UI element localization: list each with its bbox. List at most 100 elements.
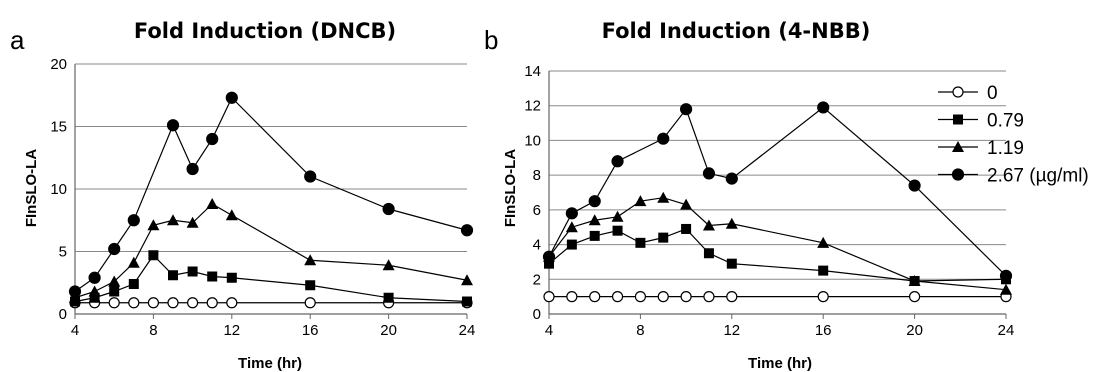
data-point (147, 219, 160, 231)
x-axis-label-dncb: Time (hr) (238, 355, 302, 372)
data-point (186, 216, 199, 228)
data-point (702, 219, 715, 231)
axes-4nbb (548, 71, 1006, 315)
y-tick-label: 10 (50, 181, 67, 198)
legend-marker (952, 86, 964, 98)
data-point (635, 237, 646, 248)
data-point (166, 119, 180, 132)
data-point (725, 217, 738, 229)
data-point (658, 232, 669, 243)
y-tick-label: 10 (524, 132, 541, 149)
data-point (680, 198, 693, 210)
y-tick-label: 4 (533, 237, 541, 254)
x-tick-label: 24 (998, 322, 1015, 339)
y-tick-label: 15 (50, 119, 67, 136)
data-point (207, 271, 218, 282)
data-point (703, 291, 715, 303)
x-tick-label: 8 (636, 322, 644, 339)
data-point (589, 291, 601, 303)
data-point (634, 291, 647, 303)
data-point (127, 214, 140, 227)
data-point (726, 291, 738, 303)
data-point (108, 275, 121, 287)
y-ticks-4nbb: 0 2 4 6 8 10 12 14 (524, 63, 541, 323)
legend-entry: 0.79 (938, 111, 1024, 132)
data-point (108, 242, 121, 256)
series-circle (542, 101, 1013, 282)
data-point (305, 280, 316, 291)
x-tick-label: 16 (815, 322, 832, 339)
data-point (565, 207, 578, 220)
gridlines-dncb (75, 63, 467, 252)
series-triangle (69, 198, 473, 303)
data-point (612, 225, 623, 236)
y-axis-label-dncb: FInSLO-LA (23, 149, 40, 227)
data-point (109, 286, 120, 297)
y-tick-label: 6 (533, 202, 541, 219)
series-circle-open (543, 291, 1012, 303)
y-tick-label: 8 (533, 167, 541, 184)
data-point (657, 132, 670, 145)
data-point (108, 297, 120, 309)
data-point (1000, 283, 1012, 295)
x-tick-label: 20 (906, 322, 923, 339)
data-point (588, 214, 601, 226)
x-tick-label: 12 (723, 322, 740, 339)
x-tick-label: 16 (302, 322, 319, 339)
data-point (89, 292, 100, 303)
legend-label: 1.19 (987, 138, 1024, 159)
legend-label: 2.67 (µg/ml) (987, 166, 1089, 187)
data-point (383, 292, 394, 303)
data-point (148, 250, 159, 261)
data-point (187, 266, 198, 277)
data-point (726, 258, 737, 269)
data-point (817, 236, 830, 248)
legend-marker (951, 168, 965, 181)
series-line (548, 228, 1007, 282)
chart-4nbb: b Fold Induction (4-NBB) FInSLO-LA Time … (484, 19, 1089, 372)
x-tick-label: 8 (149, 322, 157, 339)
data-point (225, 209, 238, 221)
data-point (588, 195, 601, 208)
data-point (226, 272, 237, 283)
y-tick-label: 2 (533, 271, 541, 288)
data-point (566, 291, 578, 303)
legend-entry: 0 (938, 83, 998, 104)
data-point (460, 224, 474, 237)
x-tick-label: 4 (545, 322, 553, 339)
gridlines-4nbb (549, 70, 1006, 280)
data-point (88, 285, 101, 297)
series-group-dncb (68, 91, 474, 309)
y-tick-label: 12 (524, 98, 541, 115)
chart-title-4nbb: Fold Induction (4-NBB) (602, 19, 871, 43)
data-point (565, 221, 578, 233)
axes-dncb (74, 64, 467, 315)
y-tick-label: 0 (533, 306, 541, 323)
x-tick-label: 4 (71, 322, 79, 339)
data-point (544, 258, 554, 269)
panel-letter-b: b (484, 25, 498, 55)
legend-entry: 1.19 (938, 138, 1024, 159)
data-point (817, 291, 829, 303)
data-point (999, 269, 1013, 282)
x-tick-label: 20 (380, 322, 397, 339)
data-point (703, 248, 714, 259)
data-point (147, 297, 159, 309)
data-point (462, 296, 472, 307)
data-point (542, 250, 556, 263)
legend-marker (953, 114, 963, 125)
data-point (128, 297, 140, 309)
data-point (168, 270, 178, 281)
chart-title-dncb: Fold Induction (DNCB) (134, 19, 396, 43)
y-tick-label: 5 (59, 244, 67, 261)
data-point (908, 275, 921, 287)
data-point (657, 191, 670, 203)
legend-entry: 2.67 (µg/ml) (938, 166, 1089, 187)
y-tick-label: 0 (59, 306, 67, 323)
panel-letter-a: a (10, 25, 25, 55)
legend-label: 0.79 (987, 111, 1024, 132)
data-point (908, 179, 921, 192)
legend-marker (952, 141, 964, 152)
x-tick-label: 12 (223, 322, 240, 339)
